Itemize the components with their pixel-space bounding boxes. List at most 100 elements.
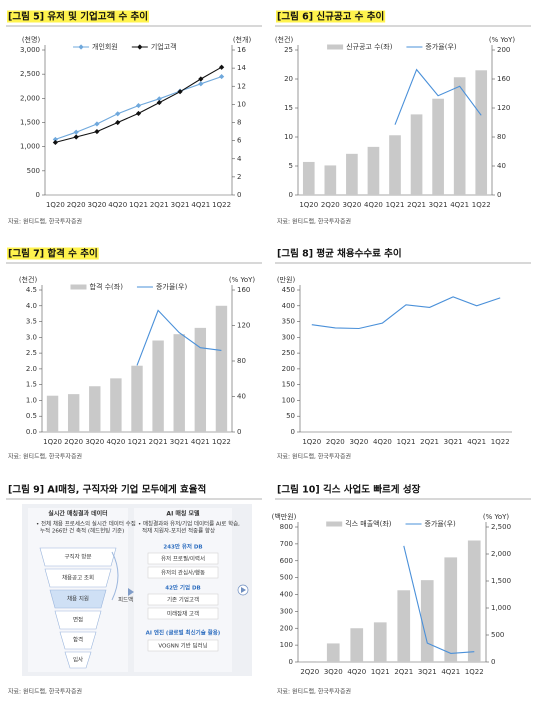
bar [302, 161, 315, 195]
chart-title: [그림 5] 유저 및 기업고객 수 추이 [8, 11, 148, 23]
legend-marker [78, 44, 84, 50]
y2-tick-label: 6 [237, 137, 242, 145]
legend-label: 긱스 매출액(좌) [345, 519, 392, 528]
y2-tick-label: 14 [237, 64, 246, 72]
y2-tick-label: 40 [497, 162, 506, 170]
y2-tick-label: 120 [497, 104, 510, 112]
y-axis-label: (천건) [275, 35, 294, 44]
y-tick-label: 5 [289, 162, 293, 170]
point [198, 81, 204, 87]
bar [324, 165, 337, 195]
y2-axis-label: (천개) [233, 35, 252, 44]
point [156, 99, 162, 106]
y-tick-label: 500 [280, 574, 293, 582]
y2-tick-label: 200 [497, 46, 510, 54]
funnel-stage [49, 589, 107, 609]
left-note: 누적 266만 건 축적 (헤드헌팅 기준) [40, 527, 124, 535]
point [135, 102, 142, 109]
funnel-label: 입사 [73, 656, 83, 664]
x-tick-label: 1Q20 [46, 201, 65, 209]
y-axis-label: (천명) [22, 35, 41, 44]
y-tick-label: 3.0 [26, 333, 37, 341]
x-tick-label: 4Q20 [347, 668, 366, 676]
y-tick-label: 700 [280, 540, 293, 548]
bar [46, 395, 59, 432]
y-tick-label: 4.0 [26, 302, 37, 310]
left-title: 실시간 매칭결과 데이터 [48, 510, 107, 518]
point [115, 119, 121, 126]
y-tick-label: 200 [282, 365, 295, 373]
x-tick-label: 3Q21 [171, 201, 190, 209]
right-note: 적재 지원자-포지션 적중률 향상 [142, 527, 215, 535]
x-tick-label: 2Q21 [394, 668, 413, 676]
db-header: 243만 유저 DB [163, 543, 202, 551]
line [394, 68, 482, 125]
y-tick-label: 2.0 [26, 365, 37, 373]
funnel-stage [44, 568, 112, 588]
y-tick-label: 200 [280, 624, 293, 632]
y2-tick-label: 16 [237, 46, 246, 54]
point [52, 136, 58, 143]
funnel-label: 합격 [73, 636, 83, 644]
bar [346, 153, 358, 195]
y-axis-label: (천건) [19, 275, 38, 284]
y2-axis-label: (% YoY) [489, 36, 516, 44]
legend-swatch [70, 284, 87, 290]
funnel-stage [54, 610, 102, 630]
legend-label: 증가율(우) [425, 42, 456, 51]
point [73, 129, 79, 135]
source: 자료: 원티드랩, 한국투자증권 [8, 218, 82, 226]
bar [453, 77, 466, 195]
right-title: AI 매칭 모델 [166, 510, 200, 518]
y-tick-label: 300 [282, 333, 295, 341]
y2-tick-label: 40 [237, 393, 246, 401]
y-axis-label: (백만원) [272, 512, 297, 521]
point [219, 73, 225, 80]
y-tick-label: 400 [282, 302, 295, 310]
x-tick-label: 1Q22 [212, 201, 231, 209]
bar [367, 146, 380, 195]
x-tick-label: 4Q21 [191, 201, 210, 209]
db-item: 유저의 관심사/행동 [161, 569, 205, 577]
point [94, 128, 100, 135]
engine-header: AI 엔진 (글로벌 최신기술 활용) [146, 629, 221, 637]
bar [194, 327, 207, 432]
y-tick-label: 0 [289, 191, 293, 199]
y2-tick-label: 10 [237, 100, 246, 108]
y-tick-label: 300 [280, 607, 293, 615]
y2-tick-label: 160 [497, 75, 510, 83]
bar [326, 643, 340, 662]
title-highlight [7, 247, 99, 260]
y-tick-label: 0 [36, 191, 40, 199]
y-tick-label: 0.0 [26, 428, 37, 436]
point [219, 64, 225, 70]
legend-marker [137, 44, 143, 50]
line [136, 309, 222, 366]
title-highlight [276, 10, 386, 23]
x-tick-label: 4Q21 [450, 201, 469, 209]
db-box [147, 566, 219, 579]
y-tick-label: 500 [27, 167, 40, 175]
x-tick-label: 4Q20 [108, 201, 127, 209]
diagram: [그림 9] AI매칭, 구직자와 기업 모두에게 효율적 실시간 매칭결과 데… [6, 484, 262, 696]
y-tick-label: 1.0 [26, 396, 37, 404]
db-box [147, 593, 219, 606]
point [156, 96, 162, 102]
feedback-label: 피드백 [118, 596, 133, 604]
point [52, 139, 58, 146]
source: 자료: 원티드랩, 한국투자증권 [277, 688, 351, 696]
y-tick-label: 100 [280, 641, 293, 649]
next-icon-arrow [241, 587, 246, 593]
y-tick-label: 1.5 [26, 381, 37, 389]
funnel-label: 채용공고 조회 [62, 574, 94, 582]
db-box [147, 552, 219, 565]
db-item: 유저 프로필/이력서 [161, 555, 205, 563]
x-tick-label: 1Q21 [128, 438, 147, 446]
x-tick-label: 4Q20 [364, 201, 383, 209]
x-tick-label: 1Q22 [472, 201, 491, 209]
chart-title: [그림 10] 긱스 사업도 빠르게 성장 [277, 484, 421, 496]
bar [389, 135, 401, 195]
x-tick-label: 1Q22 [212, 438, 231, 446]
